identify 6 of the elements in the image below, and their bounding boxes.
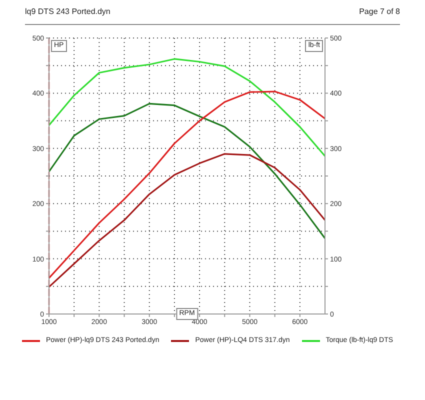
- chart-title: lq9 DTS 243 Ported.dyn: [25, 7, 110, 16]
- text: Page 7 of 8: [359, 7, 400, 16]
- line-series: [49, 58, 325, 157]
- line-series: [49, 102, 325, 240]
- line-series: [49, 90, 325, 279]
- line-series: [49, 153, 325, 288]
